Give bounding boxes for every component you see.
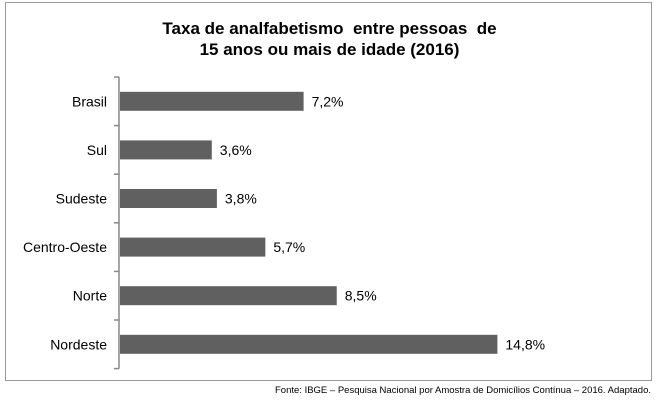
bar-norte [120,286,337,306]
category-label: Nordeste [50,336,107,352]
bar-brasil [120,91,304,111]
data-label: 14,8% [505,336,545,352]
category-label: Centro-Oeste [23,239,107,255]
chart-title: Taxa de analfabetismo entre pessoas de 1… [162,19,497,59]
chart-frame [5,2,652,381]
data-label: 3,6% [220,142,252,158]
bar-sul [120,140,212,160]
bar-sudeste [120,189,217,208]
bar-centro-oeste [120,237,266,257]
data-label: 3,8% [225,191,257,207]
data-label: 5,7% [273,239,305,255]
category-label: Brasil [72,93,107,109]
data-label: 7,2% [312,93,344,109]
category-label: Sul [87,142,107,158]
category-label: Norte [73,288,107,304]
data-label: 8,5% [345,288,377,304]
source-note: Fonte: IBGE – Pesquisa Nacional por Amos… [275,385,651,396]
bar-nordeste [120,334,498,354]
category-label: Sudeste [56,191,108,207]
